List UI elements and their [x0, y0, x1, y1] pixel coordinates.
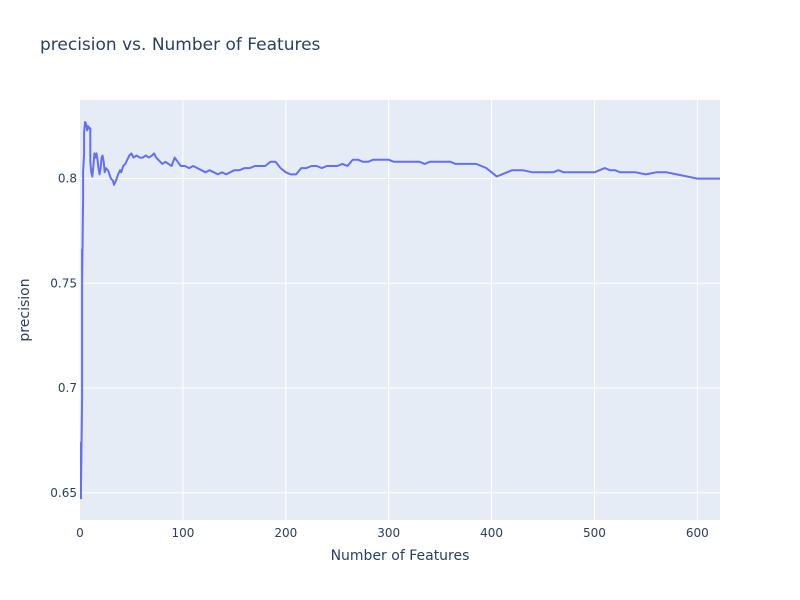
- series-line: [80, 121, 720, 500]
- y-axis-title: precision: [17, 278, 33, 341]
- x-axis-title: Number of Features: [331, 548, 470, 564]
- x-tick-label: 200: [274, 526, 297, 540]
- x-tick-label: 400: [480, 526, 503, 540]
- tick-labels: 0 100 200 300 400 500 600 0.65 0.7 0.75 0.8: [50, 172, 709, 540]
- x-tick-label: 500: [583, 526, 606, 540]
- x-tick-label: 300: [377, 526, 400, 540]
- y-tick-label: 0.75: [50, 276, 77, 290]
- x-tick-label: 600: [686, 526, 709, 540]
- y-tick-label: 0.8: [58, 172, 77, 186]
- y-tick-label: 0.7: [58, 381, 77, 395]
- plot-area: [80, 100, 720, 520]
- series-layer: [80, 121, 720, 500]
- y-tick-label: 0.65: [50, 486, 77, 500]
- x-tick-label: 0: [76, 526, 84, 540]
- gridlines: [80, 100, 720, 520]
- chart-title: precision vs. Number of Features: [40, 35, 321, 55]
- x-tick-label: 100: [171, 526, 194, 540]
